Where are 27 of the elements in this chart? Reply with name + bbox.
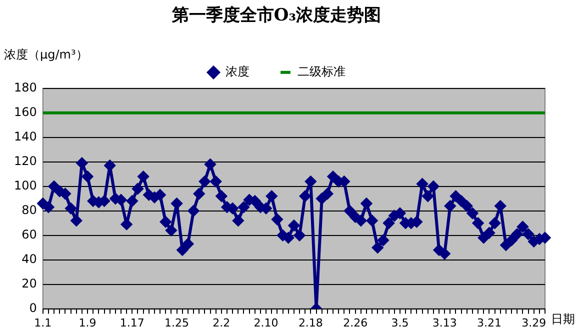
x-tick-label: 1.9 — [78, 316, 96, 330]
legend-label: 浓度 — [226, 64, 250, 79]
y-axis-title: 浓度（μg/m³） — [4, 47, 88, 62]
y-tick-label: 20 — [22, 276, 37, 290]
y-tick-label: 60 — [22, 227, 37, 242]
x-tick-label: 3.13 — [432, 316, 457, 330]
x-tick-label: 2.18 — [298, 316, 323, 330]
y-tick-label: 160 — [14, 105, 37, 120]
legend-label: 二级标准 — [298, 64, 346, 79]
y-tick-label: 140 — [14, 130, 37, 144]
x-tick-label: 1.1 — [34, 316, 52, 330]
x-tick-label: 3.21 — [476, 316, 502, 330]
chart-title: 第一季度全市O₃浓度走势图 — [170, 6, 382, 26]
y-tick-label: 0 — [29, 300, 37, 315]
x-tick-label: 1.25 — [164, 316, 190, 330]
x-tick-label: 3.5 — [391, 316, 409, 330]
y-tick-label: 180 — [14, 80, 37, 95]
y-tick-label: 120 — [14, 154, 37, 168]
x-tick-label: 1.17 — [120, 316, 144, 330]
y-tick-label: 80 — [22, 202, 37, 217]
x-tick-label: 2.2 — [212, 316, 230, 330]
x-tick-label: 2.26 — [343, 316, 368, 330]
x-tick-label: 2.10 — [254, 316, 278, 330]
y-tick-label: 40 — [22, 252, 37, 266]
y-tick-label: 100 — [14, 178, 37, 192]
x-axis-title: 日期 — [551, 312, 575, 326]
x-tick-label: 3.29 — [522, 316, 546, 330]
